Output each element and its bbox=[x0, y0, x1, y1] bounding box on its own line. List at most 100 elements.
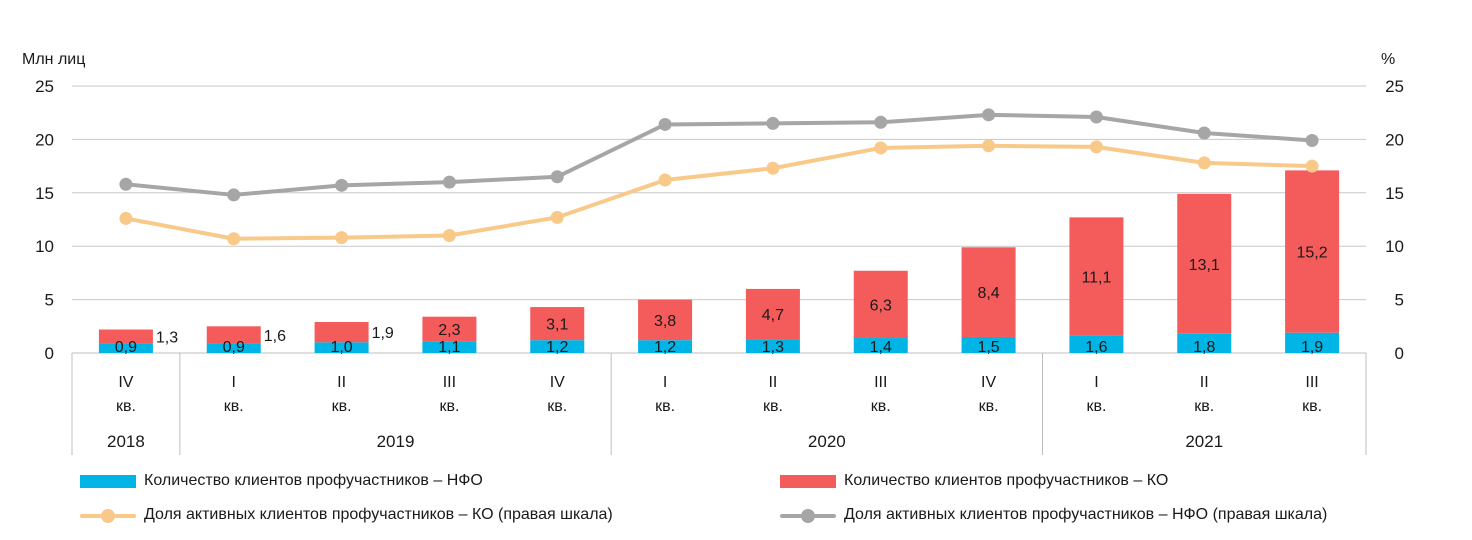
bar-ko bbox=[1177, 193, 1232, 334]
y-tick-label-left: 25 bbox=[35, 77, 54, 96]
x-tick-year: 2020 bbox=[808, 432, 846, 451]
x-tick-suffix: кв. bbox=[1194, 398, 1214, 415]
data-label-ko: 8,4 bbox=[977, 285, 999, 302]
data-label-ko: 3,1 bbox=[546, 317, 568, 334]
point-nfo-active-share bbox=[1089, 110, 1103, 124]
data-label-nfo: 0,9 bbox=[115, 339, 137, 356]
bar-ko bbox=[1285, 170, 1340, 333]
x-tick-quarter: I bbox=[232, 374, 236, 391]
point-nfo-active-share bbox=[1197, 126, 1211, 140]
data-label-ko: 1,3 bbox=[156, 329, 178, 346]
y-tick-label-right: 15 bbox=[1385, 184, 1404, 203]
x-tick-quarter: III bbox=[1305, 374, 1318, 391]
data-label-nfo: 1,3 bbox=[762, 339, 784, 356]
bar-ko bbox=[638, 299, 693, 341]
lines bbox=[119, 108, 1319, 246]
y-tick-label-right: 20 bbox=[1385, 130, 1404, 149]
y-tick-label-left: 20 bbox=[35, 130, 54, 149]
x-tick-quarter: III bbox=[874, 374, 887, 391]
point-nfo-active-share bbox=[658, 117, 672, 131]
data-label-ko: 3,8 bbox=[654, 313, 676, 330]
y-tick-label-left: 10 bbox=[35, 237, 54, 256]
point-ko-active-share bbox=[1089, 140, 1103, 154]
point-ko-active-share bbox=[550, 210, 564, 224]
x-tick-quarter: IV bbox=[118, 374, 133, 391]
bar-nfo bbox=[314, 342, 369, 353]
line-ko-active-share bbox=[125, 143, 1313, 241]
x-tick-suffix: кв. bbox=[439, 398, 459, 415]
data-label-ko: 1,6 bbox=[264, 328, 286, 345]
bar-nfo bbox=[206, 343, 261, 353]
x-tick-suffix: кв. bbox=[871, 398, 891, 415]
point-nfo-active-share bbox=[982, 108, 996, 122]
data-label-nfo: 1,2 bbox=[654, 339, 676, 356]
x-tick-suffix: кв. bbox=[1086, 398, 1106, 415]
bar-ko bbox=[853, 270, 908, 339]
point-ko-active-share bbox=[119, 211, 133, 225]
bar-ko bbox=[1069, 217, 1124, 336]
data-label-ko: 2,3 bbox=[438, 322, 460, 339]
bar-ko bbox=[206, 326, 261, 344]
point-nfo-active-share bbox=[335, 178, 349, 192]
bar-nfo bbox=[638, 340, 693, 353]
bar-nfo bbox=[745, 339, 800, 353]
data-label-nfo: 1,2 bbox=[546, 339, 568, 356]
data-label-nfo: 1,8 bbox=[1193, 339, 1215, 356]
data-label-nfo: 1,9 bbox=[1301, 339, 1323, 356]
data-label-ko: 1,9 bbox=[372, 325, 394, 342]
point-nfo-active-share bbox=[442, 175, 456, 189]
data-label-ko: 13,1 bbox=[1189, 257, 1220, 274]
x-tick-suffix: кв. bbox=[1302, 398, 1322, 415]
left-axis-title: Млн лиц bbox=[22, 51, 85, 68]
y-tick-label-right: 25 bbox=[1385, 77, 1404, 96]
point-ko-active-share bbox=[982, 139, 996, 153]
bar-nfo bbox=[422, 341, 477, 353]
point-nfo-active-share bbox=[550, 170, 564, 184]
x-tick-suffix: кв. bbox=[763, 398, 783, 415]
x-tick-quarter: IV bbox=[550, 374, 565, 391]
data-label-nfo: 1,5 bbox=[977, 339, 999, 356]
bar-nfo bbox=[1069, 335, 1124, 353]
x-tick-quarter: I bbox=[1094, 374, 1098, 391]
bar-ko bbox=[422, 316, 477, 342]
y-tick-label-right: 0 bbox=[1395, 344, 1404, 363]
x-tick-suffix: кв. bbox=[979, 398, 999, 415]
x-tick-year: 2018 bbox=[107, 432, 145, 451]
bar-nfo bbox=[1177, 333, 1232, 353]
bar-nfo bbox=[961, 336, 1016, 353]
bar-nfo bbox=[853, 338, 908, 353]
data-label-nfo: 0,9 bbox=[223, 339, 245, 356]
x-tick-quarter: II bbox=[337, 374, 346, 391]
x-tick-quarter: III bbox=[443, 374, 456, 391]
point-ko-active-share bbox=[227, 232, 241, 246]
point-ko-active-share bbox=[766, 161, 780, 175]
y-tick-label-left: 0 bbox=[45, 344, 54, 363]
bar-nfo bbox=[1285, 332, 1340, 353]
y-tick-label-left: 15 bbox=[35, 184, 54, 203]
data-label-ko: 4,7 bbox=[762, 307, 784, 324]
point-ko-active-share bbox=[1197, 156, 1211, 170]
data-labels: 0,9 1,3 0,9 1,6 1,0 1,9 1,12,3 1,2 3,1 1,2 3,8 1,3 4… bbox=[115, 245, 1328, 356]
x-tick-suffix: кв. bbox=[655, 398, 675, 415]
x-tick-quarter: II bbox=[1200, 374, 1209, 391]
x-tick-quarter: II bbox=[768, 374, 777, 391]
bar-ko bbox=[745, 288, 800, 340]
x-tick-quarter: IV bbox=[981, 374, 996, 391]
bar-ko bbox=[98, 329, 153, 344]
x-tick-suffix: кв. bbox=[547, 398, 567, 415]
bar-ko bbox=[961, 247, 1016, 337]
x-tick-suffix: кв. bbox=[332, 398, 352, 415]
y-tick-label-right: 10 bbox=[1385, 237, 1404, 256]
x-tick-suffix: кв. bbox=[224, 398, 244, 415]
point-nfo-active-share bbox=[119, 177, 133, 191]
bar-ko bbox=[530, 307, 585, 341]
y-tick-label-right: 5 bbox=[1395, 291, 1404, 310]
bar-nfo bbox=[530, 340, 585, 353]
point-ko-active-share bbox=[1305, 159, 1319, 173]
x-tick-quarter: I bbox=[663, 374, 667, 391]
data-label-nfo: 1,4 bbox=[870, 339, 892, 356]
y-tick-label-left: 5 bbox=[45, 291, 54, 310]
point-nfo-active-share bbox=[227, 188, 241, 202]
